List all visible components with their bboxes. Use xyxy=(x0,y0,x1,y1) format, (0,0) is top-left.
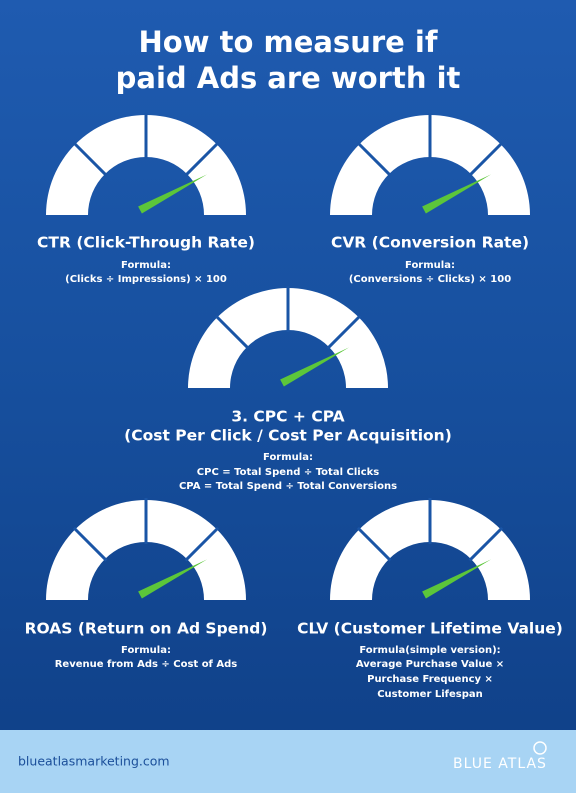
gauge-divider xyxy=(72,141,108,177)
gauge-needle xyxy=(138,174,208,214)
gauges xyxy=(46,113,530,600)
gauge-divider xyxy=(184,526,220,562)
formula-line: CPA = Total Spend ÷ Total Conversions xyxy=(179,481,397,492)
gauge-divider xyxy=(72,526,108,562)
title-line: How to measure if xyxy=(139,25,438,59)
gauge-arc xyxy=(46,115,246,215)
formula-line: Revenue from Ads ÷ Cost of Ads xyxy=(55,659,238,670)
metric-name: ROAS (Return on Ad Spend) xyxy=(25,620,268,638)
formula-label: Formula: xyxy=(121,260,171,271)
gauge-needle xyxy=(422,174,492,214)
gauge-divider xyxy=(356,141,392,177)
gauge-arc xyxy=(46,500,246,600)
gauge-needle xyxy=(280,347,350,387)
gauge-divider xyxy=(214,314,250,350)
footer-url: blueatlasmarketing.com xyxy=(18,754,170,769)
gauge-divider xyxy=(184,141,220,177)
gauge-arc xyxy=(188,288,388,388)
gauge-needle xyxy=(138,559,208,599)
title-line: paid Ads are worth it xyxy=(116,61,461,95)
logo: BLUE ATLAS xyxy=(453,756,547,772)
footer-bar xyxy=(0,730,576,793)
gauge-arc xyxy=(330,500,530,600)
gauge-divider xyxy=(468,141,504,177)
formula-line: (Conversions ÷ Clicks) × 100 xyxy=(349,274,511,285)
metric-subname: (Cost Per Click / Cost Per Acquisition) xyxy=(124,427,452,445)
formula-line: Purchase Frequency × xyxy=(367,674,493,685)
gauge-divider xyxy=(468,526,504,562)
metric-name: 3. CPC + CPA xyxy=(231,408,344,426)
metric-name: CLV (Customer Lifetime Value) xyxy=(297,620,563,638)
formula-line: Customer Lifespan xyxy=(377,689,483,700)
formula-line: CPC = Total Spend ÷ Total Clicks xyxy=(197,467,379,478)
gauge-needle xyxy=(422,559,492,599)
logo-mark xyxy=(533,741,547,755)
metric-name: CTR (Click-Through Rate) xyxy=(37,234,255,252)
formula-label: Formula: xyxy=(405,260,455,271)
formula-line: Average Purchase Value × xyxy=(356,659,504,670)
metric-name: CVR (Conversion Rate) xyxy=(331,234,529,252)
formula-label: Formula: xyxy=(263,452,313,463)
gauge-divider xyxy=(326,314,362,350)
gauge-arc xyxy=(330,115,530,215)
gauge-divider xyxy=(356,526,392,562)
formula-line: (Clicks ÷ Impressions) × 100 xyxy=(65,274,227,285)
formula-label: Formula(simple version): xyxy=(359,645,500,656)
formula-label: Formula: xyxy=(121,645,171,656)
